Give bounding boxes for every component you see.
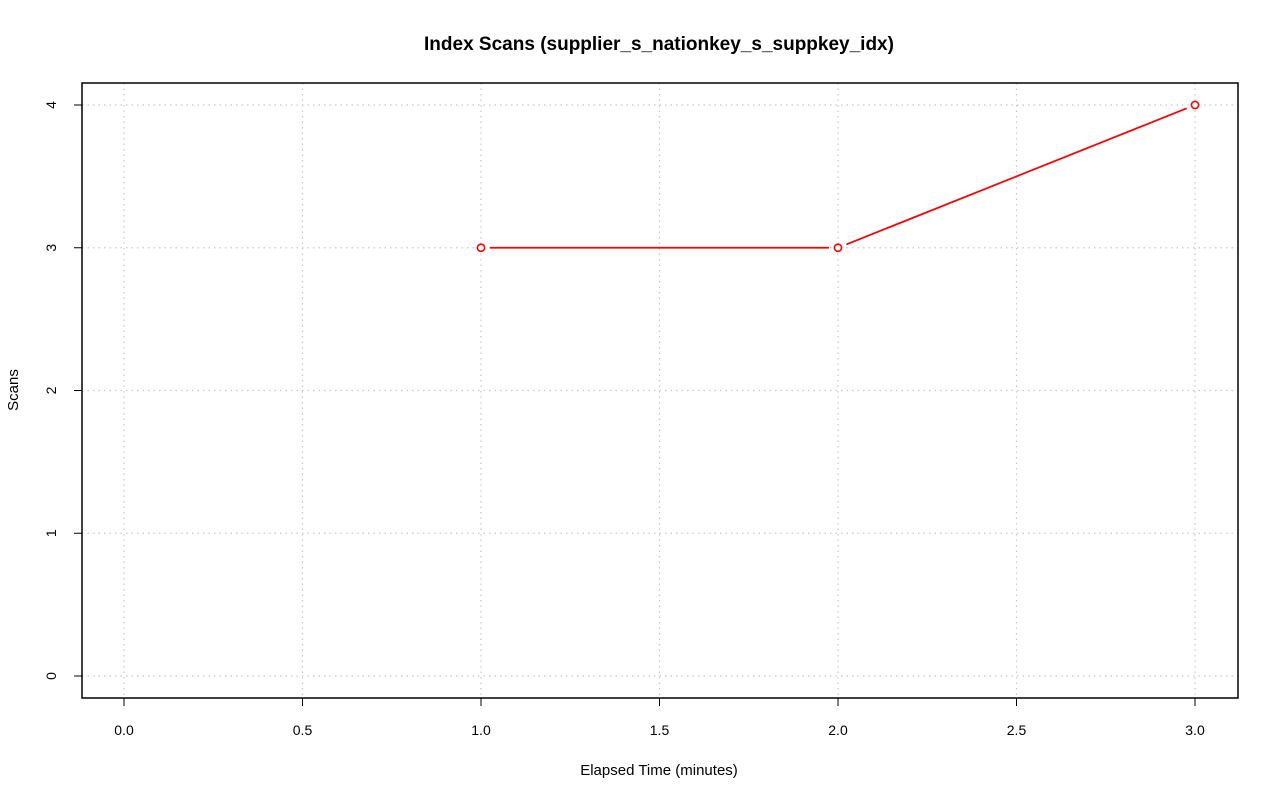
x-tick-label: 1.0 [471, 722, 491, 738]
x-tick-label: 3.0 [1185, 722, 1205, 738]
y-axis: 0 1 2 3 4 [43, 101, 82, 680]
y-tick-label: 4 [43, 101, 59, 109]
x-axis-label: Elapsed Time (minutes) [580, 762, 738, 779]
x-tick-label: 1.5 [650, 722, 670, 738]
series-line-segment [846, 107, 1187, 246]
data-point [1190, 100, 1200, 110]
x-tick-label: 0.0 [114, 722, 134, 738]
data-point [476, 243, 486, 253]
y-tick-label: 2 [43, 386, 59, 394]
data-point [833, 243, 843, 253]
y-axis-label: Scans [5, 369, 22, 411]
x-tick-label: 2.0 [828, 722, 848, 738]
x-tick-label: 0.5 [293, 722, 313, 738]
x-axis: 0.0 0.5 1.0 1.5 2.0 2.5 3.0 [114, 698, 1205, 738]
y-tick-label: 3 [43, 244, 59, 252]
x-tick-label: 2.5 [1007, 722, 1027, 738]
series-layer [476, 100, 1200, 253]
y-tick-label: 1 [43, 529, 59, 537]
chart-title: Index Scans (supplier_s_nationkey_s_supp… [424, 34, 894, 55]
y-tick-label: 0 [43, 672, 59, 680]
grid-lines [82, 83, 1238, 698]
